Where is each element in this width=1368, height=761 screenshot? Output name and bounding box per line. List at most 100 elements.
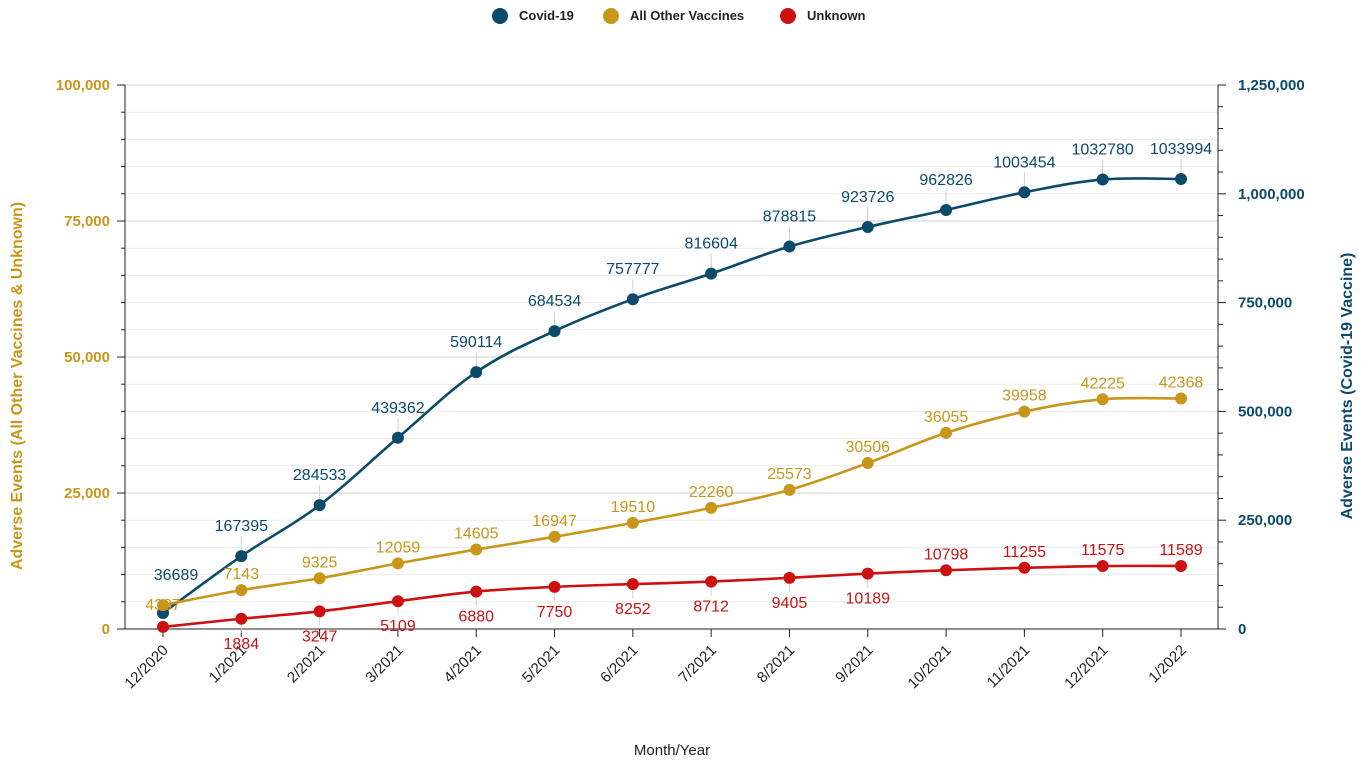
y-tick-label-right: 500,000 xyxy=(1238,403,1292,420)
data-label-unknown: 10189 xyxy=(846,591,891,608)
y-tick-label-right: 1,000,000 xyxy=(1238,186,1305,203)
y-tick-label-left: 50,000 xyxy=(64,349,110,366)
point-unknown xyxy=(157,620,169,633)
x-tick-label: 7/2021 xyxy=(676,642,720,686)
data-label-covid: 923726 xyxy=(841,189,894,206)
legend-marker-other-vaccines xyxy=(603,8,619,24)
data-label-unknown: 10798 xyxy=(924,546,969,563)
legend-label-other-vaccines: All Other Vaccines xyxy=(630,8,744,23)
point-unknown xyxy=(1175,559,1187,572)
data-label-unknown: 7750 xyxy=(537,604,573,621)
point-unknown xyxy=(1096,560,1109,573)
data-label-unknown: 5109 xyxy=(380,618,416,635)
point-covid xyxy=(470,366,483,379)
data-label-other-vaccines: 39958 xyxy=(1002,388,1047,405)
point-unknown xyxy=(548,580,561,593)
point-covid xyxy=(313,499,326,512)
point-other-vaccines xyxy=(1018,405,1031,418)
series-layer xyxy=(157,173,1187,633)
point-unknown xyxy=(626,578,639,591)
series-line-unknown xyxy=(162,564,1182,629)
data-label-unknown: 11255 xyxy=(1003,544,1046,561)
data-label-other-vaccines: 25573 xyxy=(767,466,812,483)
legend-label-covid: Covid-19 xyxy=(519,8,574,23)
legend-marker-unknown xyxy=(780,8,796,24)
data-label-unknown: 1884 xyxy=(224,636,260,653)
point-covid xyxy=(391,431,404,444)
point-unknown xyxy=(940,564,953,577)
data-label-other-vaccines: 9325 xyxy=(302,554,338,571)
data-label-other-vaccines: 7143 xyxy=(224,566,260,583)
x-tick-label: 6/2021 xyxy=(597,642,641,686)
data-label-unknown: 9405 xyxy=(772,595,808,612)
data-label-covid: 962826 xyxy=(919,172,972,189)
y-tick-label-left: 75,000 xyxy=(64,213,110,230)
legend-label-unknown: Unknown xyxy=(807,8,866,23)
data-label-unknown: 3247 xyxy=(302,628,338,645)
data-label-other-vaccines: 42368 xyxy=(1159,375,1204,392)
point-covid xyxy=(1096,173,1109,186)
point-covid xyxy=(548,325,561,338)
data-label-covid: 1032780 xyxy=(1072,142,1134,159)
data-label-covid: 1003454 xyxy=(993,154,1055,171)
data-label-covid: 590114 xyxy=(450,334,502,351)
y-tick-label-left: 100,000 xyxy=(56,77,110,94)
point-other-vaccines xyxy=(391,557,404,570)
data-label-other-vaccines: 16947 xyxy=(532,513,577,530)
point-unknown xyxy=(705,575,718,588)
point-covid xyxy=(1175,173,1187,186)
point-other-vaccines xyxy=(783,483,796,496)
data-label-unknown: 8712 xyxy=(693,599,729,616)
data-label-unknown: 11589 xyxy=(1159,542,1202,559)
point-covid xyxy=(235,550,248,563)
point-unknown xyxy=(313,605,326,618)
data-label-other-vaccines: 42225 xyxy=(1080,375,1125,392)
x-tick-label: 8/2021 xyxy=(754,642,798,686)
data-label-unknown: 6880 xyxy=(458,609,494,626)
x-tick-label: 1/2022 xyxy=(1145,642,1189,686)
data-label-covid: 757777 xyxy=(606,261,659,278)
x-tick-label: 11/2021 xyxy=(984,642,1034,692)
x-axis-title: Month/Year xyxy=(634,742,710,759)
point-other-vaccines xyxy=(1175,392,1187,405)
grid xyxy=(125,84,1218,630)
point-other-vaccines xyxy=(157,599,169,612)
point-other-vaccines xyxy=(1096,393,1109,406)
point-other-vaccines xyxy=(861,457,874,470)
point-covid xyxy=(1018,186,1031,199)
data-label-unknown: 8252 xyxy=(615,601,651,618)
point-other-vaccines xyxy=(235,584,248,597)
legend: Covid-19 All Other Vaccines Unknown xyxy=(492,8,866,24)
x-tick-label: 12/2021 xyxy=(1061,642,1111,692)
data-label-other-vaccines: 22260 xyxy=(689,484,734,501)
y-tick-label-left: 25,000 xyxy=(64,485,110,502)
point-other-vaccines xyxy=(313,572,326,585)
point-other-vaccines xyxy=(626,516,639,529)
point-covid xyxy=(783,240,796,253)
legend-marker-covid xyxy=(492,8,508,24)
x-tick-label: 5/2021 xyxy=(519,642,563,686)
y-tick-label-left: 0 xyxy=(102,621,110,638)
y-tick-label-right: 750,000 xyxy=(1238,295,1292,312)
point-unknown xyxy=(861,567,874,580)
point-covid xyxy=(940,203,953,216)
data-label-covid: 684534 xyxy=(528,293,581,310)
x-tick-label: 4/2021 xyxy=(441,642,485,686)
point-unknown xyxy=(1018,561,1031,574)
point-unknown xyxy=(783,571,796,584)
point-other-vaccines xyxy=(548,530,561,543)
data-label-other-vaccines: 14605 xyxy=(454,526,499,543)
point-unknown xyxy=(470,585,483,598)
x-tick-label: 10/2021 xyxy=(905,642,955,692)
data-label-other-vaccines: 30506 xyxy=(846,439,891,456)
data-label-covid: 167395 xyxy=(215,518,268,535)
point-unknown xyxy=(235,612,248,625)
data-labels: 36689 167395 284533 439362 590114 684534 75777… xyxy=(145,141,1212,653)
y-tick-label-right: 250,000 xyxy=(1238,512,1292,529)
point-covid xyxy=(861,220,874,233)
data-label-other-vaccines: 4387 xyxy=(145,597,181,614)
x-tick-label: 3/2021 xyxy=(362,642,406,686)
data-label-covid: 439362 xyxy=(371,400,424,417)
x-tick-label: 2/2021 xyxy=(284,642,328,686)
y-axis-title-left: Adverse Events (All Other Vaccines & Unk… xyxy=(9,202,26,570)
